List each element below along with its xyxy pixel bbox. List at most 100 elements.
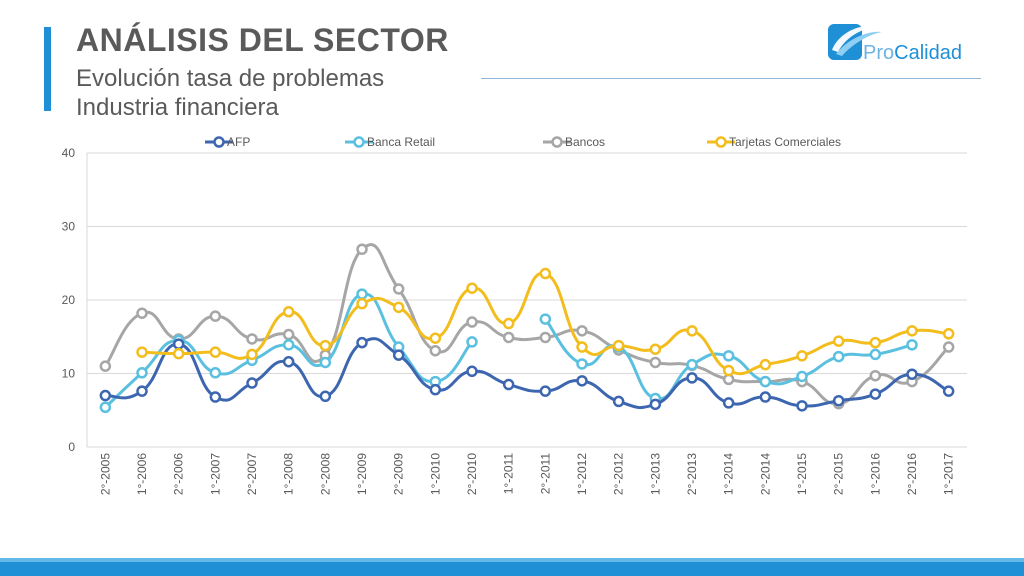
x-tick-label: 2°-2013 [685, 453, 699, 495]
data-point-tarjetas-comerciales [392, 301, 405, 314]
data-point-tarjetas-comerciales [759, 358, 772, 371]
data-point-banca-retail [282, 339, 295, 351]
data-point-tarjetas-comerciales [172, 347, 185, 360]
data-point-banca-retail [686, 358, 698, 371]
data-point-banca-retail [832, 350, 845, 363]
data-point-banca-retail [759, 375, 772, 388]
x-tick-label: 1°-2014 [722, 453, 736, 495]
data-point-tarjetas-comerciales [539, 267, 552, 280]
data-point-banca-retail [796, 370, 808, 383]
data-point-tarjetas-comerciales [649, 343, 662, 355]
x-tick-label: 2°-2016 [905, 453, 919, 495]
subtitle-line-2: Industria financiera [76, 94, 279, 121]
legend-swatch-marker [551, 136, 563, 148]
data-point-tarjetas-comerciales [209, 346, 222, 358]
legend-label: Banca Retail [367, 135, 435, 149]
data-point-bancos [99, 360, 112, 372]
data-point-tarjetas-comerciales [832, 335, 845, 347]
x-tick-label: 2°-2010 [465, 453, 479, 495]
data-point-tarjetas-comerciales [319, 339, 332, 352]
data-point-afp [172, 338, 185, 350]
legend-swatch-marker [353, 136, 365, 148]
data-point-tarjetas-comerciales [282, 306, 295, 318]
data-point-banca-retail [136, 367, 148, 379]
chart-grid [86, 152, 967, 448]
data-point-afp [612, 395, 625, 408]
x-tick-label: 1°-2011 [502, 453, 516, 495]
x-tick-label: 1°-2007 [208, 453, 222, 495]
data-point-bancos [282, 328, 295, 341]
data-point-afp [649, 398, 662, 411]
x-tick-label: 1°-2017 [942, 453, 956, 495]
data-point-tarjetas-comerciales [429, 332, 442, 344]
data-point-bancos [356, 243, 368, 256]
data-point-bancos [942, 341, 955, 353]
y-tick-label: 20 [62, 293, 76, 307]
data-point-afp [686, 372, 698, 384]
data-point-afp [869, 388, 882, 400]
legend-swatch-marker [715, 136, 727, 148]
series-line-bancos [104, 243, 950, 406]
x-tick-label: 2°-2007 [245, 453, 259, 495]
chart-legend: AFP Banca Retail Bancos Tarjetas Comerciale… [205, 135, 841, 149]
data-point-afp [429, 383, 442, 396]
subtitle-line-1: Evolución tasa de problemas [76, 65, 385, 92]
data-point-banca-retail [869, 348, 882, 361]
data-point-afp [942, 385, 955, 397]
x-tick-label: 1°-2008 [282, 453, 296, 495]
data-point-bancos [466, 316, 478, 328]
data-point-afp [796, 400, 808, 412]
data-point-bancos [649, 356, 662, 369]
data-point-tarjetas-comerciales [869, 336, 882, 349]
data-point-banca-retail [209, 367, 222, 379]
data-point-afp [136, 385, 148, 397]
x-tick-label: 1°-2010 [428, 453, 442, 495]
data-point-afp [539, 385, 552, 397]
data-point-banca-retail [576, 358, 588, 370]
x-tick-label: 1°-2006 [135, 453, 149, 495]
data-point-tarjetas-comerciales [722, 364, 735, 377]
logo-wordmark: ProCalidad [863, 42, 962, 65]
data-point-banca-retail [539, 313, 552, 325]
title-accent-bar [44, 27, 51, 111]
x-tick-label: 1°-2009 [355, 453, 369, 495]
footer-band [0, 558, 1024, 576]
data-point-tarjetas-comerciales [246, 348, 258, 361]
data-point-afp [282, 355, 295, 368]
chart-series [99, 243, 955, 414]
y-tick-label: 40 [62, 146, 76, 160]
x-tick-label: 1°-2012 [575, 453, 589, 495]
data-point-tarjetas-comerciales [796, 350, 808, 362]
data-point-tarjetas-comerciales [686, 325, 698, 337]
x-tick-label: 2°-2005 [98, 453, 112, 495]
data-point-afp [392, 349, 405, 361]
data-point-tarjetas-comerciales [136, 346, 148, 358]
legend-label: Tarjetas Comerciales [729, 135, 841, 149]
legend-label: Bancos [565, 135, 605, 149]
data-point-afp [466, 365, 478, 378]
data-point-tarjetas-comerciales [906, 325, 918, 337]
data-point-tarjetas-comerciales [612, 339, 625, 352]
x-tick-label: 2°-2008 [318, 453, 332, 495]
x-axis-ticks: 2°-2005 1°-2006 2°-2006 1°-2007 2°-2007 1°-20… [98, 453, 955, 495]
header-divider [481, 78, 981, 79]
data-point-bancos [392, 283, 405, 295]
data-point-banca-retail [722, 350, 735, 362]
x-tick-label: 2°-2006 [172, 453, 186, 495]
x-tick-label: 2°-2015 [832, 453, 846, 495]
data-point-bancos [502, 331, 515, 344]
x-tick-label: 2°-2011 [538, 453, 552, 495]
y-tick-label: 0 [68, 440, 75, 454]
data-point-afp [209, 391, 222, 403]
x-tick-label: 1°-2015 [795, 453, 809, 495]
x-tick-label: 2°-2012 [612, 453, 626, 495]
legend-swatch-marker [213, 136, 225, 148]
x-tick-label: 1°-2016 [868, 453, 882, 495]
data-point-tarjetas-comerciales [356, 297, 368, 310]
y-axis-ticks: 0 10 20 30 40 [62, 146, 76, 454]
y-tick-label: 10 [62, 367, 76, 381]
logo-text-pro: Pro [863, 42, 895, 64]
data-point-afp [246, 377, 258, 389]
data-point-banca-retail [906, 339, 918, 351]
legend-label: AFP [227, 135, 250, 149]
